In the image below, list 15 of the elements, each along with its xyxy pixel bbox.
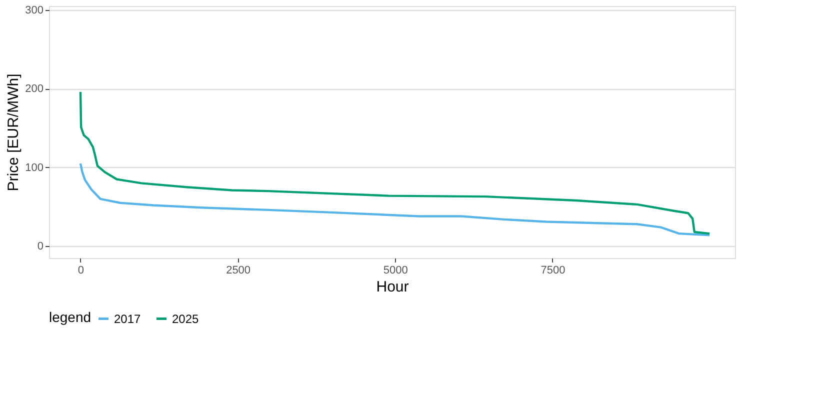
line-series [79,162,711,236]
legend-label: 2025 [172,312,200,326]
y-axis-title: Price [EUR/MWh] [5,74,22,192]
x-tick-label: 2500 [226,264,251,276]
y-tick-label: 200 [25,83,44,96]
legend-title: legend [49,309,92,325]
x-tick-label: 7500 [540,264,566,276]
x-tick-label: 0 [78,264,84,276]
x-axis-title: Hour [376,278,409,296]
legend-label: 2017 [114,312,142,326]
x-tick-label: 5000 [383,264,408,276]
line-series [79,90,711,235]
y-tick-label: 100 [25,162,44,174]
y-tick-label: 0 [37,240,44,253]
y-tick-label: 300 [25,4,44,16]
